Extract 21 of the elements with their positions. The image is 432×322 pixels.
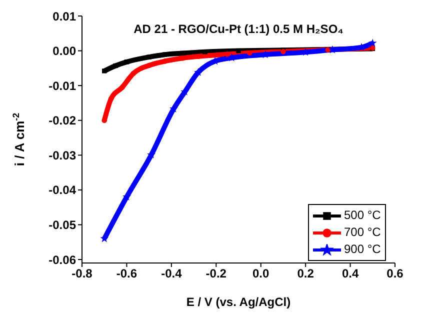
- x-tick-label: -0.2: [206, 266, 227, 281]
- x-tick-label: -0.6: [116, 266, 138, 281]
- x-tick-label: -0.4: [161, 266, 182, 281]
- x-tick-label: 0.0: [252, 266, 270, 281]
- x-tick-label: 0.2: [297, 266, 314, 281]
- legend-label: 700 °C: [344, 224, 381, 241]
- y-tick-label: -0.06: [48, 252, 76, 267]
- text: AD 21 - RGO/Cu-Pt (1:1) 0.5 M H₂SO₄: [132, 22, 344, 36]
- x-tick-label: 0.4: [342, 266, 359, 281]
- x-axis-title: E / V (vs. Ag/AgCl): [186, 295, 291, 309]
- x-tick-label: -0.8: [72, 266, 93, 281]
- y-tick-label: 0.00: [52, 44, 76, 58]
- legend-label: 900 °C: [344, 241, 381, 258]
- y-tick-label: -0.03: [48, 148, 76, 162]
- legend-label: 500 °C: [344, 207, 381, 224]
- y-tick-label: -0.02: [48, 114, 76, 128]
- y-tick-label: 0.01: [52, 9, 76, 24]
- y-tick-label: -0.01: [48, 78, 76, 93]
- y-tick-label: -0.04: [48, 183, 76, 198]
- x-tick-label: 0.6: [386, 266, 404, 281]
- y-tick-label: -0.05: [48, 218, 76, 232]
